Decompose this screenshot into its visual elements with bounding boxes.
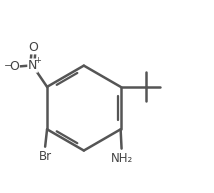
Text: +: + [34, 56, 42, 65]
Text: NH₂: NH₂ [110, 152, 133, 164]
Text: N: N [28, 59, 37, 72]
Text: −: − [4, 61, 13, 71]
Text: O: O [9, 60, 19, 73]
Text: O: O [29, 41, 39, 54]
Text: Br: Br [39, 150, 52, 163]
